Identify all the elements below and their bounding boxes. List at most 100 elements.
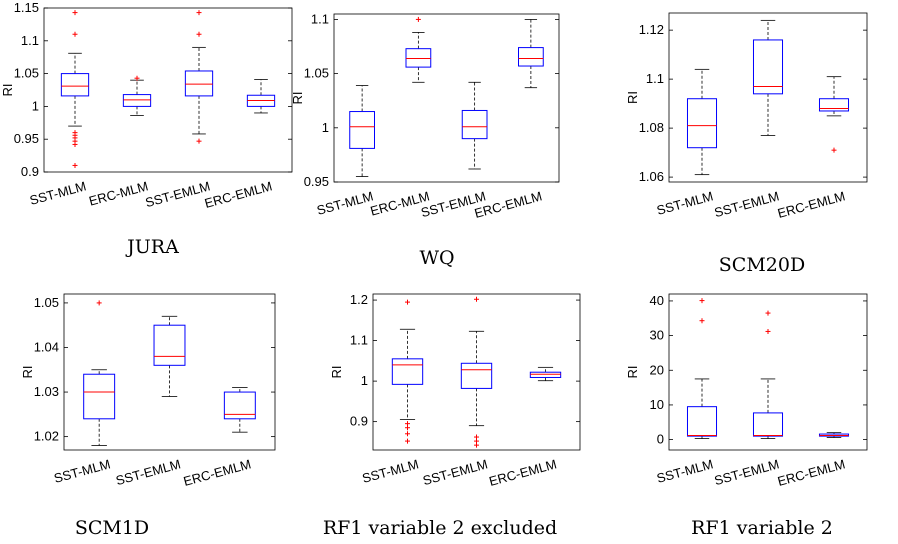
panel-title: SCM1D xyxy=(75,517,149,539)
iqr-box xyxy=(687,407,716,436)
plot-frame xyxy=(44,8,292,172)
box-sst-mlm xyxy=(687,69,716,174)
iqr-box xyxy=(519,48,544,66)
y-tick-label: 1.1 xyxy=(311,11,329,26)
iqr-box xyxy=(185,71,212,96)
box-sst-mlm xyxy=(61,10,88,168)
outlier-marker xyxy=(73,32,78,37)
outlier-marker xyxy=(97,300,102,305)
iqr-box xyxy=(154,325,185,365)
x-tick-label: ERC-MLM xyxy=(87,178,149,208)
y-tick-label: 1.08 xyxy=(639,120,664,135)
y-tick-label: 1 xyxy=(32,98,39,113)
y-tick-label: 1.05 xyxy=(34,295,59,310)
y-tick-label: 1.1 xyxy=(646,71,664,86)
panel-rf1-variable-2: RF1 variable 2 0 10 20 30 40 RI SST-MLMSST-EML… xyxy=(625,293,867,539)
outlier-marker xyxy=(474,435,479,440)
box-erc-emlm xyxy=(530,367,560,380)
outlier-marker xyxy=(700,318,705,323)
y-tick-label: 0 xyxy=(657,432,664,447)
y-tick-label: 1.1 xyxy=(21,33,39,48)
box-sst-mlm xyxy=(350,86,375,177)
iqr-box xyxy=(392,359,422,385)
y-tick-label: 20 xyxy=(650,362,664,377)
y-tick-label: 30 xyxy=(650,328,664,343)
outlier-marker xyxy=(73,10,78,15)
box-sst-emlm xyxy=(154,316,185,396)
plot-frame xyxy=(669,294,867,450)
y-tick-label: 1 xyxy=(361,373,368,388)
box-sst-emlm xyxy=(753,311,782,439)
box-sst-emlm xyxy=(753,20,782,135)
y-tick-label: 1.2 xyxy=(350,292,368,307)
x-tick-label: SST-EMLM xyxy=(144,178,212,210)
iqr-box xyxy=(461,363,491,388)
x-tick-label: ERC-EMLM xyxy=(487,456,558,488)
x-tick-label: SST-MLM xyxy=(28,178,88,207)
iqr-box xyxy=(462,110,487,138)
x-tick-label: SST-MLM xyxy=(52,456,112,485)
outlier-marker xyxy=(474,297,479,302)
iqr-box xyxy=(530,372,560,377)
x-tick-label: SST-EMLM xyxy=(114,456,182,488)
outlier-marker xyxy=(405,431,410,436)
outlier-marker xyxy=(405,439,410,444)
y-tick-label: 1.05 xyxy=(304,66,329,81)
panel-jura: JURA 0.9 0.95 1 1.05 1.1 1.15 RI SST-MLM ERC-MLM… xyxy=(0,0,292,258)
y-tick-label: 0.95 xyxy=(304,174,329,189)
y-tick-label: 10 xyxy=(650,397,664,412)
box-erc-emlm xyxy=(819,433,848,438)
iqr-box xyxy=(753,40,782,94)
iqr-box xyxy=(819,99,848,111)
y-tick-label: 1.06 xyxy=(639,169,664,184)
box-erc-mlm xyxy=(406,17,431,82)
y-axis-label: RI xyxy=(0,84,15,97)
panel-title: RF1 variable 2 excluded xyxy=(323,517,557,539)
outlier-marker xyxy=(405,421,410,426)
outlier-marker xyxy=(832,148,837,153)
box-sst-emlm xyxy=(461,297,491,448)
box-sst-mlm xyxy=(84,300,115,445)
y-tick-label: 0.95 xyxy=(14,131,39,146)
panel-title: WQ xyxy=(419,247,454,269)
panel-title: SCM20D xyxy=(719,254,805,276)
x-tick-label: ERC-EMLM xyxy=(776,188,847,220)
x-tick-label: ERC-EMLM xyxy=(203,178,274,210)
iqr-box xyxy=(406,49,431,67)
y-tick-label: 1.05 xyxy=(14,66,39,81)
y-axis-label: RI xyxy=(625,366,640,379)
x-tick-label: SST-MLM xyxy=(315,188,375,217)
box-sst-mlm xyxy=(687,298,716,438)
panel-rf1-variable-2-excluded: RF1 variable 2 excluded 0.911.11.2RISST-… xyxy=(323,292,580,539)
y-tick-label: 1.12 xyxy=(639,22,664,37)
panel-wq: WQ 0.9511.051.1RISST-MLMERC-MLMSST-EMLME… xyxy=(290,11,559,269)
y-tick-label: 40 xyxy=(650,293,664,308)
x-tick-label: SST-EMLM xyxy=(421,456,489,488)
outlier-marker xyxy=(197,139,202,144)
y-tick-label: 1.15 xyxy=(14,0,39,15)
outlier-marker xyxy=(73,163,78,168)
x-tick-label: SST-MLM xyxy=(655,456,715,485)
outlier-marker xyxy=(766,311,771,316)
x-tick-label: ERC-EMLM xyxy=(182,456,253,488)
outlier-marker xyxy=(197,32,202,37)
panel-scm20d: SCM20D 1.06 1.08 1.1 1.12 RI SST-MLMSST-EMLME… xyxy=(625,13,867,276)
y-tick-label: 1.02 xyxy=(34,429,59,444)
y-tick-label: 1.04 xyxy=(34,339,59,354)
box-sst-emlm xyxy=(185,10,212,144)
box-erc-emlm xyxy=(247,80,274,113)
y-tick-label: 1 xyxy=(322,120,329,135)
y-axis-label: RI xyxy=(20,366,35,379)
box-erc-mlm xyxy=(123,76,150,116)
iqr-box xyxy=(84,374,115,419)
x-tick-label: ERC-EMLM xyxy=(776,456,847,488)
iqr-box xyxy=(687,99,716,148)
x-tick-label: SST-MLM xyxy=(655,188,715,217)
y-tick-label: 0.9 xyxy=(350,414,368,429)
y-axis-label: RI xyxy=(290,92,305,105)
outlier-marker xyxy=(416,17,421,22)
outlier-marker xyxy=(766,329,771,334)
panel-title: RF1 variable 2 xyxy=(691,517,833,539)
iqr-box xyxy=(753,413,782,436)
